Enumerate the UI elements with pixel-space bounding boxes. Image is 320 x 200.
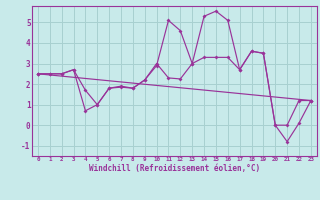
X-axis label: Windchill (Refroidissement éolien,°C): Windchill (Refroidissement éolien,°C) bbox=[89, 164, 260, 173]
